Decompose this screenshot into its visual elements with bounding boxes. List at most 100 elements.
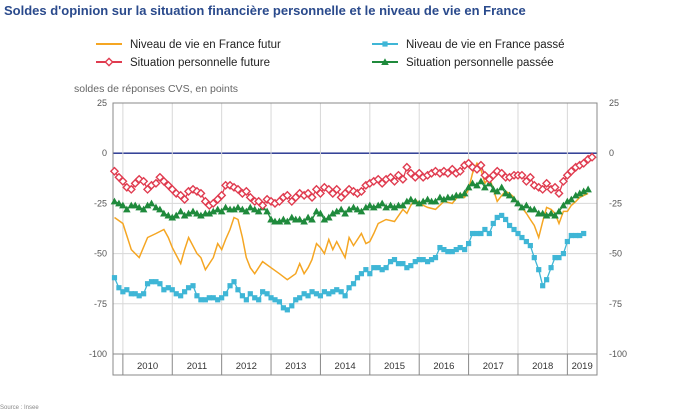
data-point bbox=[587, 152, 597, 162]
data-point bbox=[389, 176, 400, 186]
data-point bbox=[266, 196, 276, 206]
data-point bbox=[369, 203, 378, 211]
data-point bbox=[230, 205, 238, 213]
data-point bbox=[328, 209, 337, 217]
y-tick-label-left: 25 bbox=[97, 98, 107, 108]
data-point bbox=[156, 205, 164, 213]
data-point bbox=[235, 287, 241, 293]
data-point bbox=[575, 189, 584, 197]
data-point bbox=[415, 199, 424, 207]
data-point bbox=[456, 191, 464, 199]
data-point bbox=[144, 281, 151, 287]
data-point bbox=[467, 162, 478, 172]
y-tick-label-right: -50 bbox=[609, 249, 622, 259]
data-point bbox=[469, 230, 476, 237]
data-point bbox=[332, 184, 342, 194]
data-point bbox=[489, 185, 498, 193]
data-point bbox=[374, 201, 383, 209]
data-point bbox=[309, 289, 315, 295]
data-point bbox=[556, 255, 562, 261]
data-point bbox=[136, 293, 142, 299]
x-year-label: 2012 bbox=[236, 361, 257, 372]
data-point bbox=[383, 265, 389, 271]
data-point bbox=[386, 201, 395, 209]
data-point bbox=[579, 187, 588, 195]
data-point bbox=[332, 207, 341, 215]
data-point bbox=[260, 289, 266, 295]
data-point bbox=[379, 267, 385, 273]
data-point bbox=[134, 174, 144, 184]
data-point bbox=[584, 185, 592, 193]
legend-marker bbox=[104, 57, 114, 67]
data-point bbox=[571, 191, 580, 199]
data-point bbox=[482, 226, 488, 233]
y-tick-label-right: 25 bbox=[609, 98, 619, 108]
data-point bbox=[264, 291, 270, 297]
data-point bbox=[577, 232, 583, 239]
data-point bbox=[497, 183, 506, 191]
data-point bbox=[481, 183, 489, 191]
data-point bbox=[209, 207, 218, 215]
data-point bbox=[353, 205, 362, 213]
data-point bbox=[443, 168, 453, 178]
data-point bbox=[403, 197, 411, 205]
data-point bbox=[215, 297, 221, 303]
x-year-label: 2015 bbox=[384, 361, 405, 372]
data-point bbox=[141, 291, 147, 297]
data-point bbox=[510, 195, 518, 203]
data-point bbox=[345, 205, 353, 213]
data-point bbox=[135, 203, 143, 211]
x-year-label: 2013 bbox=[285, 361, 306, 372]
data-point bbox=[284, 307, 290, 313]
data-point bbox=[194, 293, 200, 299]
data-point bbox=[407, 195, 415, 203]
data-point bbox=[231, 279, 237, 285]
data-point bbox=[258, 200, 268, 210]
data-point bbox=[476, 160, 486, 170]
data-point bbox=[492, 166, 502, 176]
data-point bbox=[276, 299, 283, 305]
legend-item: Situation personnelle passée bbox=[372, 57, 554, 69]
data-point bbox=[398, 174, 408, 184]
data-point bbox=[464, 183, 473, 191]
legend-marker bbox=[381, 58, 389, 65]
data-point bbox=[263, 207, 271, 215]
y-tick-label-right: -100 bbox=[609, 349, 627, 359]
data-point bbox=[254, 207, 263, 215]
data-point bbox=[400, 261, 406, 267]
data-point bbox=[198, 297, 204, 303]
data-point bbox=[233, 184, 243, 194]
data-point bbox=[307, 192, 317, 202]
series-situation-personnelle-future bbox=[109, 152, 597, 210]
data-point bbox=[350, 281, 357, 287]
data-point bbox=[423, 195, 432, 203]
data-point bbox=[395, 261, 402, 267]
data-point bbox=[563, 197, 572, 205]
data-point bbox=[275, 217, 284, 225]
data-point bbox=[234, 203, 242, 211]
data-point bbox=[272, 297, 278, 303]
series-line bbox=[114, 161, 589, 281]
data-point bbox=[341, 209, 349, 217]
data-point bbox=[382, 203, 390, 211]
data-point bbox=[122, 182, 132, 192]
data-point bbox=[312, 207, 321, 215]
data-point bbox=[315, 188, 326, 198]
data-point bbox=[225, 180, 235, 190]
data-point bbox=[375, 265, 381, 271]
data-point bbox=[387, 259, 394, 265]
source-note: Source : Insee bbox=[0, 405, 39, 411]
data-point bbox=[478, 230, 484, 237]
data-point bbox=[530, 205, 539, 213]
data-point bbox=[252, 295, 258, 301]
data-point bbox=[439, 166, 449, 176]
data-point bbox=[210, 295, 216, 301]
data-point bbox=[412, 259, 418, 265]
data-point bbox=[337, 205, 345, 213]
data-point bbox=[250, 205, 259, 213]
data-point bbox=[346, 285, 352, 291]
x-year-label: 2016 bbox=[433, 361, 454, 372]
data-point bbox=[457, 244, 463, 251]
data-point bbox=[342, 293, 348, 299]
